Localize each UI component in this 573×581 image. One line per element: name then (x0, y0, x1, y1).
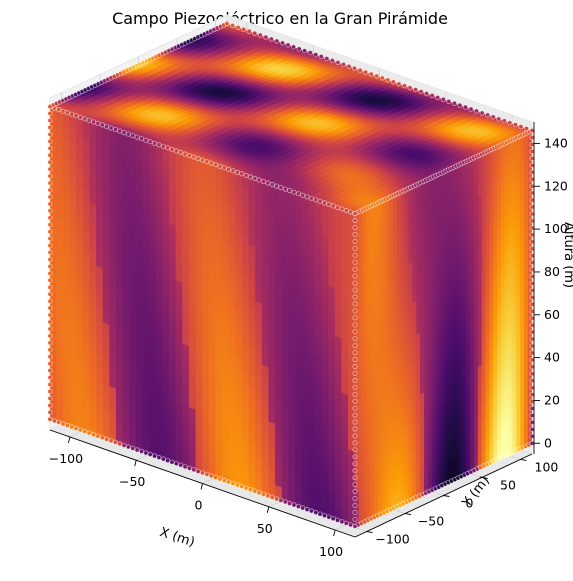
volume-cell (348, 299, 355, 310)
volume-face-front (50, 106, 355, 527)
volume-cell (348, 305, 355, 316)
volume-cell (348, 312, 355, 323)
volume-cell (348, 319, 355, 330)
chart-title: Campo Piezoeléctrico en la Gran Pirámide (112, 9, 448, 28)
